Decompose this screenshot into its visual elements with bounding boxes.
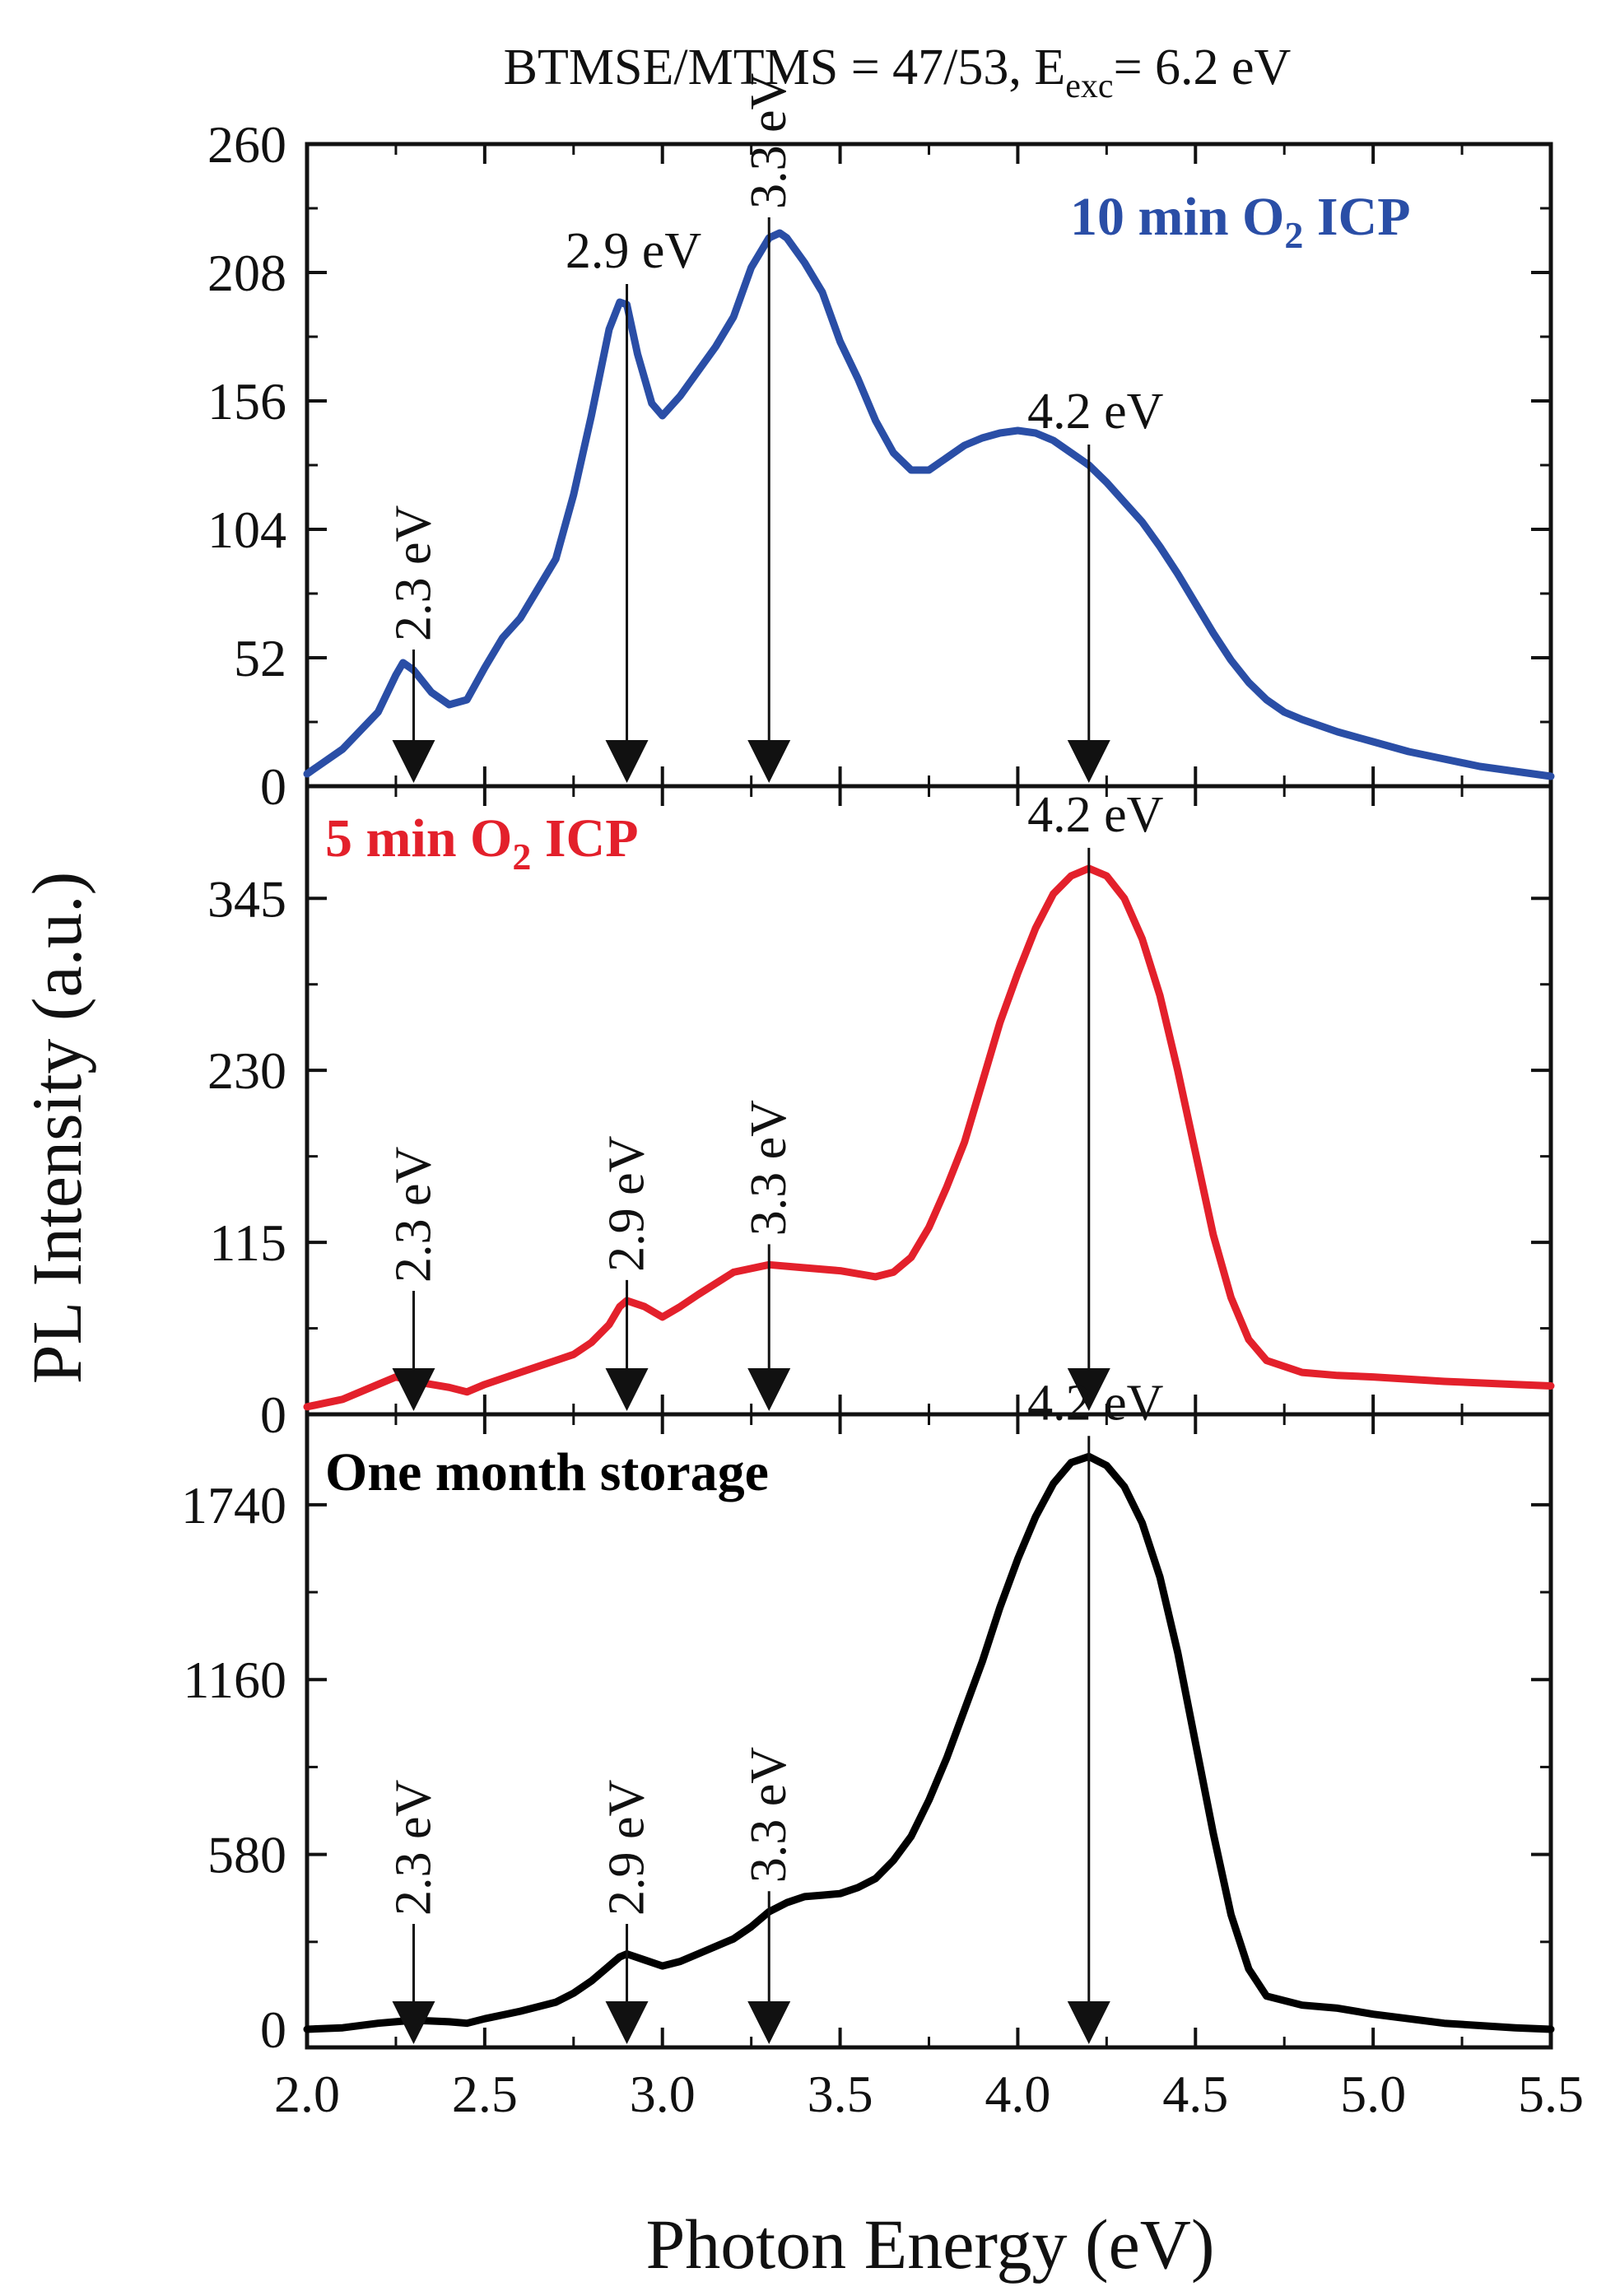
x-axis-ticks: 2.0 2.5 3.0 3.5 4.0 4.5 5.0 5.5	[274, 2065, 1584, 2123]
x-tick-label: 4.5	[1162, 2065, 1228, 2123]
peak-label: 2.9 eV	[599, 1135, 655, 1272]
panel-label: One month storage	[325, 1442, 769, 1502]
peak-arrow-head	[392, 1368, 435, 1411]
y-axis-title: PL Intensity (a.u.)	[17, 872, 96, 1385]
peak-label: 3.3 eV	[741, 72, 797, 209]
x-tick-label: 5.0	[1340, 2065, 1406, 2123]
y-tick-label: 52	[234, 629, 286, 687]
y-tick-label: 345	[207, 869, 286, 928]
peak-label: 2.9 eV	[599, 1779, 655, 1916]
x-tick-label: 5.5	[1518, 2065, 1584, 2123]
peak-label: 4.2 eV	[1027, 1375, 1164, 1431]
peak-label: 2.9 eV	[566, 223, 702, 279]
peak-label: 4.2 eV	[1027, 384, 1164, 440]
peak-label: 2.3 eV	[386, 1146, 442, 1283]
y-tick-label: 0	[260, 1386, 286, 1444]
y-tick-label: 115	[209, 1213, 286, 1272]
figure-title: BTMSE/MTMS = 47/53, Eexc= 6.2 eV	[504, 40, 1292, 105]
panel-label: 5 min O2 ICP	[325, 808, 639, 878]
peak-label: 2.3 eV	[386, 1779, 442, 1916]
peak-arrow-head	[392, 2001, 435, 2044]
y-tick-label: 260	[207, 115, 286, 174]
y-tick-label: 156	[207, 372, 286, 431]
peak-arrow-head	[605, 1368, 649, 1411]
y-tick-label: 1740	[181, 1476, 286, 1535]
plot-frame	[305, 1412, 1553, 2050]
peak-arrow-head	[1067, 740, 1110, 783]
peak-label: 2.3 eV	[386, 505, 442, 641]
y-tick-label: 1160	[183, 1651, 286, 1709]
peak-arrow-head	[392, 740, 435, 783]
spectrum-line	[303, 1452, 1555, 2033]
panel-2: 0 115 230 345 2.3 eV 2.9 eV 3.3 eV 4.2 eV 5 min …	[207, 784, 1555, 1444]
panels: 0 52 104 156 208 260 2.3 eV 2.9 eV 3.3 eV 4.2 eV 1…	[181, 72, 1555, 2059]
peak-arrow-head	[605, 2001, 649, 2044]
y-tick-label: 104	[207, 501, 286, 559]
peak-arrow-head	[747, 2001, 791, 2044]
panel-label: 10 min O2 ICP	[1070, 187, 1411, 256]
peak-arrow-head	[747, 740, 791, 783]
y-tick-label: 230	[207, 1041, 286, 1100]
peak-arrow-head	[1067, 2001, 1110, 2044]
peak-label: 3.3 eV	[741, 1100, 797, 1236]
x-axis-title: Photon Energy (eV)	[645, 2205, 1214, 2284]
y-tick-label: 0	[260, 757, 286, 816]
peak-arrow-head	[605, 740, 649, 783]
x-tick-label: 4.0	[985, 2065, 1050, 2123]
peak-label: 4.2 eV	[1027, 787, 1164, 843]
peak-arrow-head	[747, 1368, 791, 1411]
peak-arrow-head	[1067, 1368, 1110, 1411]
spectrum-line	[303, 229, 1555, 780]
y-tick-label: 208	[207, 244, 286, 302]
panel-3: 0 580 1160 1740 2.3 eV 2.9 eV 3.3 eV 4.2 eV One …	[181, 1375, 1555, 2059]
spectrum-line	[303, 864, 1555, 1411]
y-tick-label: 580	[207, 1826, 286, 1884]
x-tick-label: 3.0	[630, 2065, 696, 2123]
panel-1: 0 52 104 156 208 260 2.3 eV 2.9 eV 3.3 eV 4.2 eV 1…	[207, 72, 1555, 816]
plot-frame	[305, 784, 1553, 1417]
x-tick-label: 2.5	[452, 2065, 518, 2123]
x-tick-label: 3.5	[808, 2065, 873, 2123]
peak-label: 3.3 eV	[741, 1747, 797, 1884]
x-tick-label: 2.0	[274, 2065, 340, 2123]
y-tick-label: 0	[260, 2000, 286, 2059]
